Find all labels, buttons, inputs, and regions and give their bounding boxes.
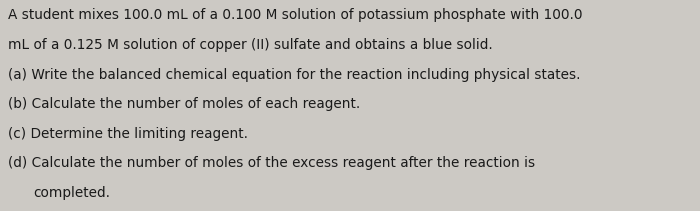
Text: A student mixes 100.0 mL of a 0.100 M solution of potassium phosphate with 100.0: A student mixes 100.0 mL of a 0.100 M so… [8,8,583,22]
Text: completed.: completed. [34,186,111,200]
Text: (b) Calculate the number of moles of each reagent.: (b) Calculate the number of moles of eac… [8,97,360,111]
Text: (a) Write the balanced chemical equation for the reaction including physical sta: (a) Write the balanced chemical equation… [8,68,581,81]
Text: (d) Calculate the number of moles of the excess reagent after the reaction is: (d) Calculate the number of moles of the… [8,156,536,170]
Text: (c) Determine the limiting reagent.: (c) Determine the limiting reagent. [8,127,248,141]
Text: mL of a 0.125 M solution of copper (II) sulfate and obtains a blue solid.: mL of a 0.125 M solution of copper (II) … [8,38,493,52]
